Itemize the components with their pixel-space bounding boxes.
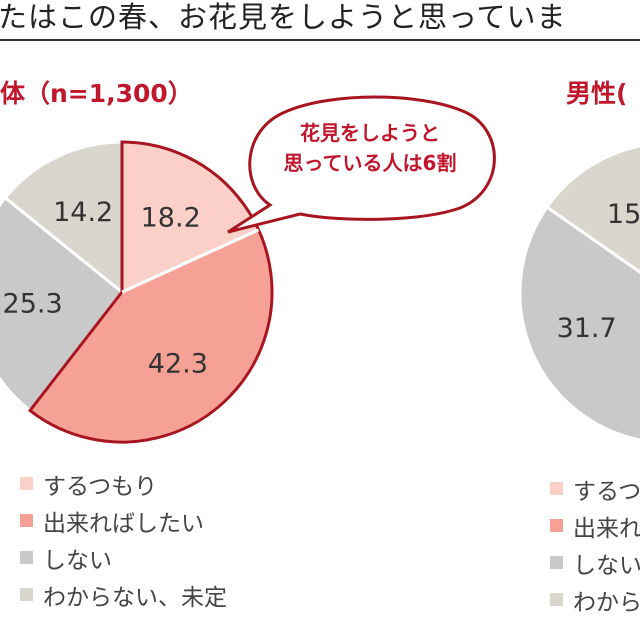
legend-label: しない (43, 547, 112, 574)
legend-swatch (20, 588, 33, 601)
legend-item: 出来ればしたい (20, 502, 227, 539)
slice-divider (121, 228, 260, 294)
legend-label: 出来れ (573, 515, 640, 542)
legend-item: 出来れ (550, 507, 640, 544)
legend-item: わから (550, 581, 640, 618)
highlight-outline (27, 140, 274, 444)
pie-slice (0, 195, 125, 413)
data-label: 15. (607, 199, 640, 230)
data-label: 14.2 (53, 197, 113, 228)
legend-swatch (20, 514, 33, 527)
callout-line-1: 花見をしようと (300, 121, 440, 145)
legend-item: しない (550, 544, 640, 581)
legend-label: するつもり (43, 473, 158, 500)
legend-total: するつもり出来ればしたい しないわからない、未定 (20, 465, 227, 613)
legend-label: わからない、未定 (43, 584, 227, 611)
legend-label: 出来ればしたい (43, 510, 204, 537)
pie-slice (3, 140, 124, 296)
legend-swatch (20, 551, 33, 564)
legend-swatch (20, 477, 33, 490)
callout-bubble: 花見をしようと 思っている人は6割 (227, 95, 496, 234)
pie-total: 18.2 42.3 25.3 14.2 (0, 140, 274, 444)
callout-line-2: 思っている人は6割 (284, 151, 457, 175)
callout-shape (227, 95, 496, 234)
pie-slice (518, 205, 640, 442)
legend-item: しない (20, 539, 227, 576)
chart-title-male: 男性( (566, 79, 628, 108)
pie-slice (544, 144, 640, 274)
chart-title-total: 体（n=1,300） (0, 79, 193, 108)
legend-item: わからない、未定 (20, 576, 227, 613)
page-title: たはこの春、お花見をしようと思っていま (0, 0, 567, 34)
legend-male: するつ出来れしないわから (550, 470, 640, 618)
legend-swatch (550, 482, 563, 495)
legend-label: するつ (573, 478, 640, 505)
legend-label: しない (573, 552, 640, 579)
legend-label: わから (573, 589, 640, 616)
title-underline (0, 39, 640, 41)
data-label: 18.2 (141, 202, 201, 233)
data-label: 42.3 (148, 349, 208, 380)
data-label: 31.7 (557, 313, 617, 344)
legend-swatch (550, 519, 563, 532)
legend-item: するつもり (20, 465, 227, 502)
legend-swatch (550, 593, 563, 606)
legend-item: するつ (550, 470, 640, 507)
pie-male: 31.7 15. (518, 144, 640, 442)
data-label: 25.3 (3, 288, 63, 319)
legend-swatch (550, 556, 563, 569)
